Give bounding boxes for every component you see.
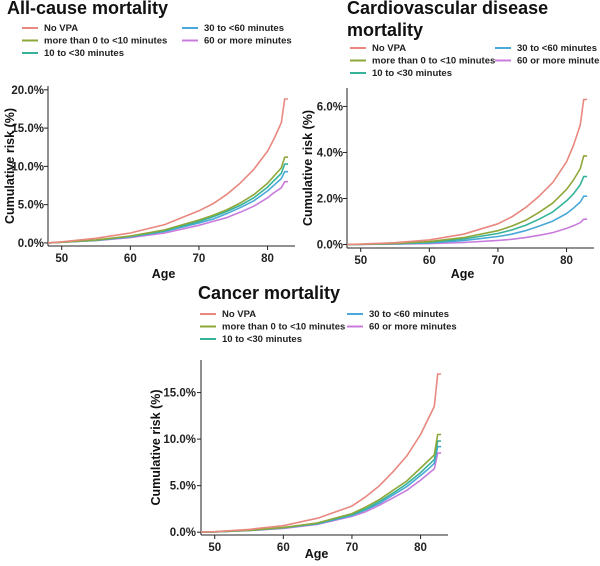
y-tick-label: 5.0%: [18, 200, 44, 212]
x-tick-label: 60: [124, 253, 137, 265]
legend-label: 10 to <30 minutes: [44, 48, 124, 59]
series-line-4: [200, 445, 442, 533]
x-tick-label: 80: [261, 253, 274, 265]
legend-label: 60 or more minutes: [369, 322, 457, 333]
legend-label: more than 0 to <10 minutes: [372, 56, 495, 67]
x-tick-label: 80: [414, 542, 427, 554]
y-tick-label: 6.0%: [317, 101, 343, 113]
series-line-2: [346, 155, 588, 246]
series-line-1: [200, 373, 442, 533]
series-line-5: [47, 180, 289, 244]
x-axis-title: Age: [451, 267, 475, 281]
series-line-3: [200, 440, 442, 533]
y-tick-label: 2.0%: [317, 194, 343, 206]
y-axis-title: Cumulative risk (%): [3, 108, 17, 224]
x-tick-label: 50: [208, 542, 221, 554]
series-line-3: [346, 175, 588, 246]
legend-label: No VPA: [44, 23, 78, 34]
x-axis-title: Age: [305, 547, 329, 561]
legend-label: No VPA: [222, 309, 256, 320]
chart-panel-3: Cancer mortality No VPA more than 0 to <10…: [149, 283, 457, 561]
x-tick-label: 50: [354, 255, 367, 267]
x-tick-label: 80: [560, 255, 573, 267]
legend-label: 60 or more minutes: [517, 56, 600, 67]
legend-label: 30 to <60 minutes: [204, 23, 284, 34]
y-tick-label: 4.0%: [317, 147, 343, 159]
series-line-1: [346, 98, 588, 246]
chart-panel-1: All-cause mortality No VPA more than 0 to …: [3, 0, 295, 281]
x-axis-title: Age: [152, 267, 176, 281]
series-line-5: [200, 452, 442, 533]
legend-label: 60 or more minutes: [204, 36, 292, 47]
y-tick-label: 0.0%: [18, 238, 44, 250]
legend-label: 10 to <30 minutes: [222, 334, 302, 345]
chart-title: All-cause mortality: [7, 0, 168, 18]
y-axis-title: Cumulative risk (%): [149, 389, 163, 505]
y-tick-label: 10.0%: [11, 161, 44, 173]
x-tick-label: 70: [193, 253, 206, 265]
y-axis-title: Cumulative risk (%): [301, 110, 315, 226]
legend-label: more than 0 to <10 minutes: [44, 36, 167, 47]
legend-label: 30 to <60 minutes: [517, 43, 597, 54]
chart-panel-2: Cardiovascular disease mortality No VPA mor…: [301, 0, 600, 281]
x-tick-label: 60: [277, 542, 290, 554]
series-line-2: [200, 433, 442, 533]
y-tick-label: 5.0%: [170, 481, 196, 493]
chart-title: Cancer mortality: [198, 283, 340, 303]
x-tick-label: 70: [492, 255, 505, 267]
legend-label: No VPA: [372, 43, 406, 54]
legend-label: more than 0 to <10 minutes: [222, 322, 345, 333]
x-tick-label: 70: [346, 542, 359, 554]
legend-label: 10 to <30 minutes: [372, 68, 452, 79]
series-line-1: [47, 98, 289, 244]
x-tick-label: 60: [423, 255, 436, 267]
y-tick-label: 15.0%: [11, 123, 44, 135]
y-tick-label: 15.0%: [163, 388, 196, 400]
y-tick-label: 0.0%: [170, 527, 196, 539]
series-line-2: [47, 156, 289, 244]
x-tick-label: 50: [55, 253, 68, 265]
chart-title: Cardiovascular disease mortality: [347, 0, 548, 40]
y-tick-label: 10.0%: [163, 434, 196, 446]
y-tick-label: 20.0%: [11, 85, 44, 97]
y-tick-label: 0.0%: [317, 240, 343, 252]
legend-label: 30 to <60 minutes: [369, 309, 449, 320]
